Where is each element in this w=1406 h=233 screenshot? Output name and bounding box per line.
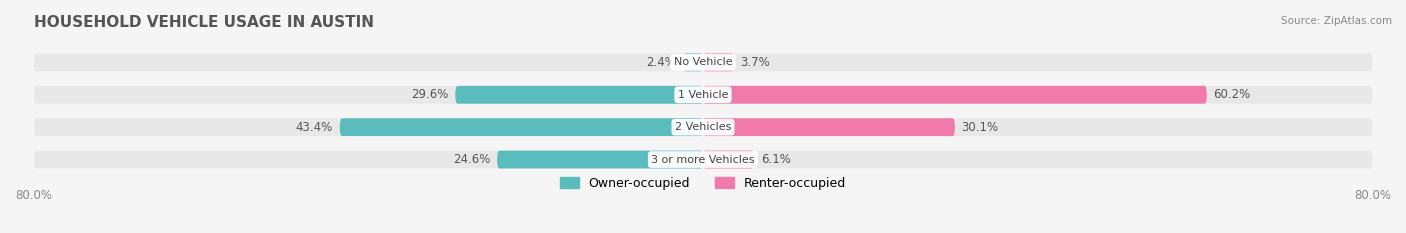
FancyBboxPatch shape (34, 86, 1372, 104)
Text: 30.1%: 30.1% (962, 121, 998, 134)
FancyBboxPatch shape (34, 54, 1372, 71)
Text: 29.6%: 29.6% (411, 88, 449, 101)
Text: HOUSEHOLD VEHICLE USAGE IN AUSTIN: HOUSEHOLD VEHICLE USAGE IN AUSTIN (34, 15, 374, 30)
Text: 2 Vehicles: 2 Vehicles (675, 122, 731, 132)
Legend: Owner-occupied, Renter-occupied: Owner-occupied, Renter-occupied (555, 172, 851, 195)
Text: 2.4%: 2.4% (647, 56, 676, 69)
FancyBboxPatch shape (340, 118, 703, 136)
Text: 60.2%: 60.2% (1213, 88, 1251, 101)
Text: No Vehicle: No Vehicle (673, 57, 733, 67)
FancyBboxPatch shape (703, 86, 1206, 104)
Text: 6.1%: 6.1% (761, 153, 790, 166)
Text: Source: ZipAtlas.com: Source: ZipAtlas.com (1281, 16, 1392, 26)
Text: 3.7%: 3.7% (741, 56, 770, 69)
FancyBboxPatch shape (703, 54, 734, 71)
FancyBboxPatch shape (683, 54, 703, 71)
FancyBboxPatch shape (34, 151, 1372, 168)
FancyBboxPatch shape (456, 86, 703, 104)
FancyBboxPatch shape (703, 151, 754, 168)
FancyBboxPatch shape (34, 118, 1372, 136)
Text: 43.4%: 43.4% (295, 121, 333, 134)
FancyBboxPatch shape (498, 151, 703, 168)
FancyBboxPatch shape (703, 118, 955, 136)
Text: 24.6%: 24.6% (453, 153, 491, 166)
Text: 1 Vehicle: 1 Vehicle (678, 90, 728, 100)
Text: 3 or more Vehicles: 3 or more Vehicles (651, 154, 755, 164)
